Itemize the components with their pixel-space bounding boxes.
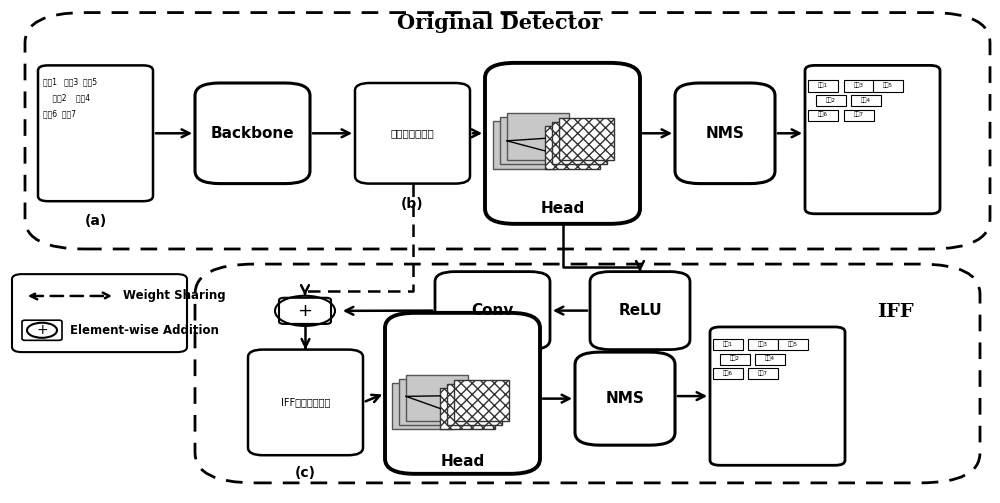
Text: 目标2    目标4: 目标2 目标4 [43, 93, 90, 102]
Text: IFF优化后特征图: IFF优化后特征图 [281, 397, 330, 407]
Bar [406, 375, 468, 421]
Text: Head: Head [540, 201, 585, 216]
FancyBboxPatch shape [385, 313, 540, 474]
FancyBboxPatch shape [575, 352, 675, 445]
FancyBboxPatch shape [279, 298, 331, 324]
Bar [748, 368, 778, 379]
Text: Weight Sharing: Weight Sharing [123, 289, 226, 302]
Text: 目标4: 目标4 [765, 356, 775, 362]
Text: 目标3: 目标3 [854, 82, 864, 89]
Text: +: + [36, 323, 48, 338]
Bar [493, 121, 555, 169]
Text: 目标6: 目标6 [818, 112, 828, 118]
Text: Head: Head [440, 454, 485, 469]
Text: 目标1: 目标1 [723, 341, 733, 347]
FancyBboxPatch shape [435, 272, 550, 350]
FancyBboxPatch shape [38, 65, 153, 201]
Text: 目标3: 目标3 [758, 341, 768, 347]
FancyBboxPatch shape [355, 83, 470, 184]
Bar [392, 383, 454, 429]
Bar [720, 354, 750, 365]
Text: (a): (a) [84, 214, 107, 228]
Text: Conv: Conv [471, 303, 514, 318]
Bar [399, 379, 461, 425]
FancyBboxPatch shape [195, 83, 310, 184]
Text: NMS: NMS [706, 126, 744, 141]
Text: 目标2: 目标2 [730, 356, 740, 362]
Text: 原检测器特征图: 原检测器特征图 [391, 128, 434, 138]
Text: 目标5: 目标5 [788, 341, 798, 347]
Text: 目标1: 目标1 [818, 82, 828, 89]
Text: 目标7: 目标7 [854, 112, 864, 118]
FancyBboxPatch shape [675, 83, 775, 184]
Text: 目标5: 目标5 [883, 82, 893, 89]
Bar [873, 80, 903, 92]
Text: Element-wise Addition: Element-wise Addition [70, 324, 219, 337]
Text: (b): (b) [401, 197, 424, 211]
Bar [447, 384, 502, 425]
Bar [440, 388, 495, 429]
Text: 目标4: 目标4 [861, 97, 871, 103]
Bar [844, 80, 874, 92]
Text: ReLU: ReLU [618, 303, 662, 318]
Text: 目标1   目标3  目标5: 目标1 目标3 目标5 [43, 77, 97, 86]
Bar [755, 354, 785, 365]
Bar [507, 113, 569, 160]
Text: 目标6: 目标6 [723, 370, 733, 376]
Text: (c): (c) [295, 466, 316, 480]
FancyBboxPatch shape [485, 63, 640, 224]
Text: NMS: NMS [606, 391, 644, 406]
Bar [748, 339, 778, 350]
Text: 目标2: 目标2 [826, 97, 836, 103]
FancyBboxPatch shape [805, 65, 940, 214]
Text: IFF: IFF [877, 303, 913, 321]
Bar [808, 80, 838, 92]
Bar [808, 110, 838, 121]
Text: 目标7: 目标7 [758, 370, 768, 376]
FancyBboxPatch shape [590, 272, 690, 350]
Bar [851, 95, 881, 106]
Text: +: + [298, 302, 312, 320]
Bar [545, 126, 600, 169]
Bar [559, 118, 614, 160]
Text: 目标6  目标7: 目标6 目标7 [43, 109, 76, 118]
Text: Original Detector: Original Detector [397, 13, 603, 33]
Text: Backbone: Backbone [211, 126, 294, 141]
FancyBboxPatch shape [12, 274, 187, 352]
Bar [713, 339, 743, 350]
Bar [778, 339, 808, 350]
Bar [552, 122, 607, 164]
Bar [500, 117, 562, 164]
FancyBboxPatch shape [710, 327, 845, 465]
Bar [454, 380, 509, 421]
Bar [816, 95, 846, 106]
FancyBboxPatch shape [248, 350, 363, 455]
Bar [713, 368, 743, 379]
Bar [844, 110, 874, 121]
FancyBboxPatch shape [22, 320, 62, 341]
